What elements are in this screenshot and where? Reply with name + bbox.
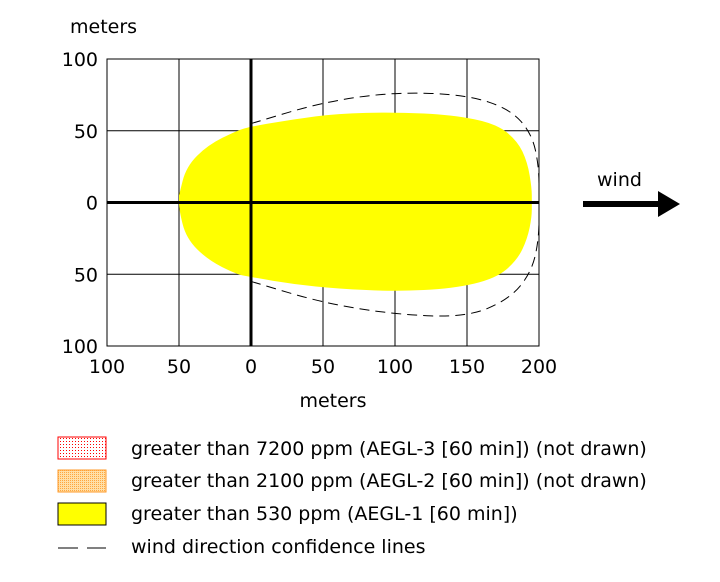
confidence-line-lower <box>250 202 540 317</box>
y-tick-label: 50 <box>74 264 98 286</box>
legend-swatch-aegl1 <box>57 502 107 526</box>
y-tick-label: 100 <box>62 336 98 358</box>
wind-label: wind <box>597 169 642 191</box>
legend-label-confidence: wind direction confidence lines <box>131 536 426 558</box>
x-tick-label: 150 <box>449 356 485 378</box>
y-tick-labels: 100 50 0 50 100 <box>62 49 98 358</box>
legend: greater than 7200 ppm (AEGL-3 [60 min]) … <box>57 436 647 558</box>
legend-label-aegl1: greater than 530 ppm (AEGL-1 [60 min]) <box>131 503 518 525</box>
y-tick-label: 100 <box>62 49 98 71</box>
wind-arrow-icon <box>583 191 680 217</box>
legend-swatch-aegl3 <box>57 436 107 460</box>
legend-item-confidence: wind direction confidence lines <box>58 536 426 558</box>
x-tick-label: 200 <box>521 356 557 378</box>
legend-item-aegl1: greater than 530 ppm (AEGL-1 [60 min]) <box>57 502 518 526</box>
y-tick-label: 50 <box>74 121 98 143</box>
y-tick-label: 0 <box>86 193 98 215</box>
legend-item-aegl2: greater than 2100 ppm (AEGL-2 [60 min]) … <box>57 469 647 493</box>
x-tick-label: 50 <box>311 356 335 378</box>
x-tick-labels: 100 50 0 50 100 150 200 <box>89 356 557 378</box>
legend-item-aegl3: greater than 7200 ppm (AEGL-3 [60 min]) … <box>57 436 647 460</box>
x-tick-label: 50 <box>167 356 191 378</box>
confidence-line-upper <box>250 92 540 203</box>
legend-swatch-aegl2 <box>57 469 107 493</box>
x-tick-label: 0 <box>245 356 257 378</box>
x-axis-label: meters <box>299 390 366 412</box>
legend-label-aegl2: greater than 2100 ppm (AEGL-2 [60 min]) … <box>131 470 647 492</box>
x-tick-label: 100 <box>89 356 125 378</box>
center-axes <box>107 59 539 346</box>
plot-frame <box>106 58 540 347</box>
x-tick-label: 100 <box>377 356 413 378</box>
legend-label-aegl3: greater than 7200 ppm (AEGL-3 [60 min]) … <box>131 438 647 460</box>
y-axis-label: meters <box>70 16 137 38</box>
